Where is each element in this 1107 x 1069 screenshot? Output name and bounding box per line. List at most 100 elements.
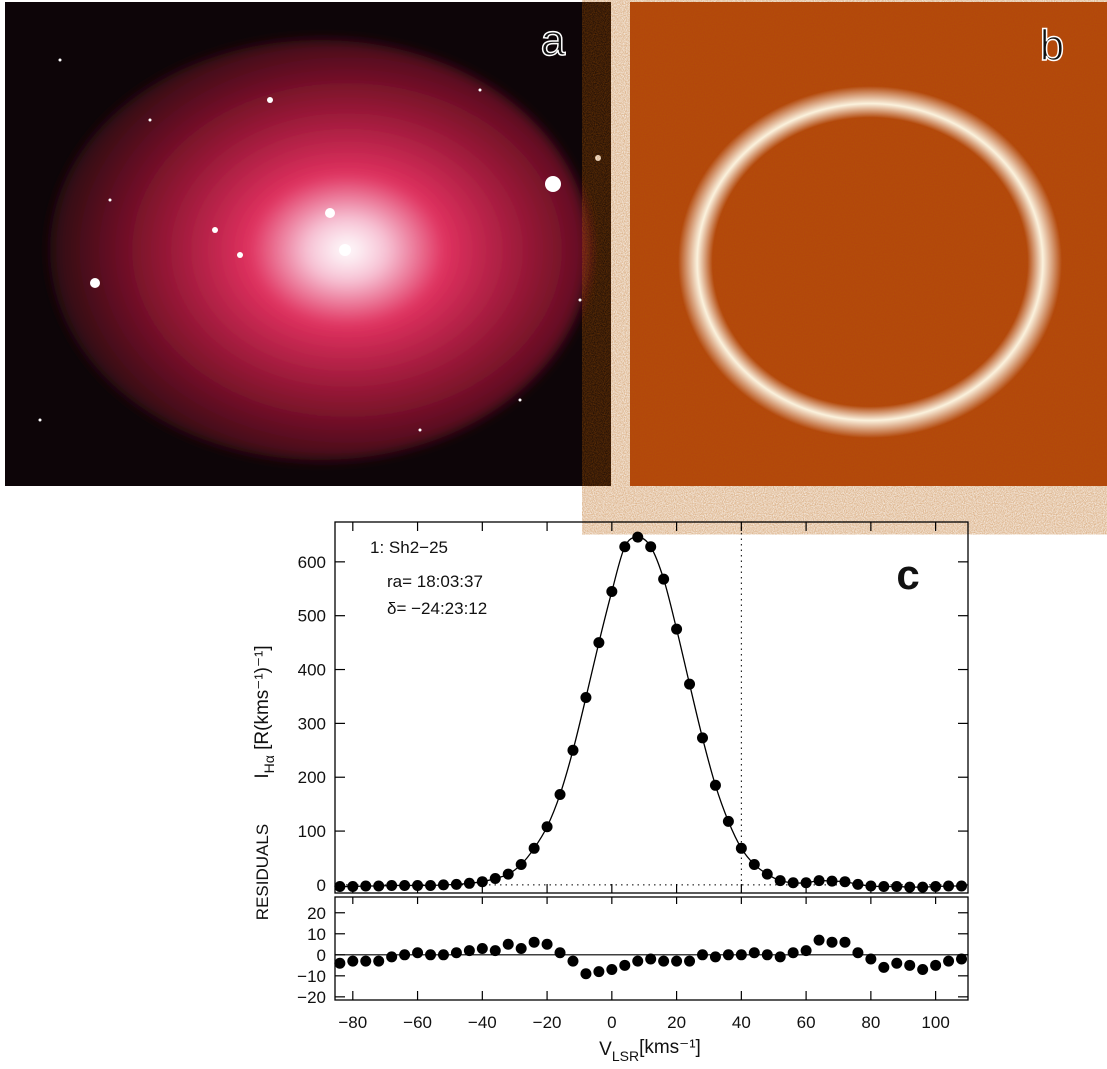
residual-point [373,956,384,967]
point [658,574,669,585]
point [464,878,475,889]
residual-point [788,947,799,958]
x-tick-label: −60 [403,1013,432,1032]
point [412,880,423,891]
residual-point [762,949,773,960]
x-tick-label: 60 [797,1013,816,1032]
point [865,881,876,892]
point [580,692,591,703]
y-tick-label: 100 [298,822,326,841]
point [399,880,410,891]
point [477,876,488,887]
residual-point [814,935,825,946]
y-tick-label: 20 [307,904,326,923]
point [516,859,527,870]
residual-frame [335,897,968,1000]
y-tick-label: 500 [298,607,326,626]
residual-label: RESIDUALS [253,824,272,920]
point [917,882,928,893]
residual-point [839,937,850,948]
residual-point [360,956,371,967]
x-tick-label: 100 [921,1013,949,1032]
y-axis-label: IHα [R(kms⁻¹)⁻¹] [252,645,277,778]
x-tick-label: −80 [338,1013,367,1032]
residual-point [490,945,501,956]
ring [678,86,1062,438]
y-tick-label: −10 [297,967,326,986]
residual-point [710,951,721,962]
panel-label: c [896,551,919,598]
y-tick-label: 0 [317,876,326,895]
point [529,843,540,854]
residual-point [775,951,786,962]
point [334,881,345,892]
point [619,541,630,552]
point [360,881,371,892]
residual-point [852,947,863,958]
y-tick-label: 10 [307,925,326,944]
figure: a b c 1: Sh2−25 ra= 18:03:37 δ= −24:23:1… [0,0,1107,1069]
residual-point [412,947,423,958]
point [697,732,708,743]
residual-point [580,968,591,979]
residual-point [801,945,812,956]
point [451,879,462,890]
residual-point [425,949,436,960]
residual-point [619,960,630,971]
point [852,879,863,890]
annotation: δ= −24:23:12 [387,599,487,618]
panel-label: b [1040,21,1064,70]
y-tick-label: 600 [298,553,326,572]
point [503,869,514,880]
x-tick-label: 20 [667,1013,686,1032]
annotation: 1: Sh2−25 [370,538,448,557]
x-label-sub: LSR [612,1048,639,1064]
residual-point [956,954,967,965]
annotation: ra= 18:03:37 [387,572,483,591]
residual-point [606,964,617,975]
x-tick-label: −40 [468,1013,497,1032]
panel-b: b [630,2,1107,486]
point [542,821,553,832]
point [645,541,656,552]
point [710,780,721,791]
point [878,881,889,892]
point [606,586,617,597]
point [425,880,436,891]
point [736,843,747,854]
residual-point [632,956,643,967]
residual-point [503,939,514,950]
point [567,745,578,756]
nebula [50,40,590,460]
point [632,532,643,543]
y-tick-label: 400 [298,661,326,680]
residual-point [386,951,397,962]
point [490,873,501,884]
residual-point [878,962,889,973]
x-tick-label: 0 [607,1013,616,1032]
point [814,875,825,886]
residual-point [645,954,656,965]
residual-point [438,949,449,960]
point [555,789,566,800]
residual-point [516,943,527,954]
residual-point [567,956,578,967]
residual-point [399,949,410,960]
y-tick-label: 300 [298,714,326,733]
y-label-sub: Hα [261,755,277,773]
point [930,881,941,892]
residual-point [891,958,902,969]
x-tick-label: 40 [732,1013,751,1032]
x-label-main: V [599,1039,612,1060]
residual-point [347,956,358,967]
residual-point [736,949,747,960]
residual-point [904,960,915,971]
point [827,876,838,887]
point [801,877,812,888]
point [671,624,682,635]
residual-point [542,939,553,950]
residual-point [917,964,928,975]
point [593,637,604,648]
residual-point [593,966,604,977]
residual-point [684,956,695,967]
